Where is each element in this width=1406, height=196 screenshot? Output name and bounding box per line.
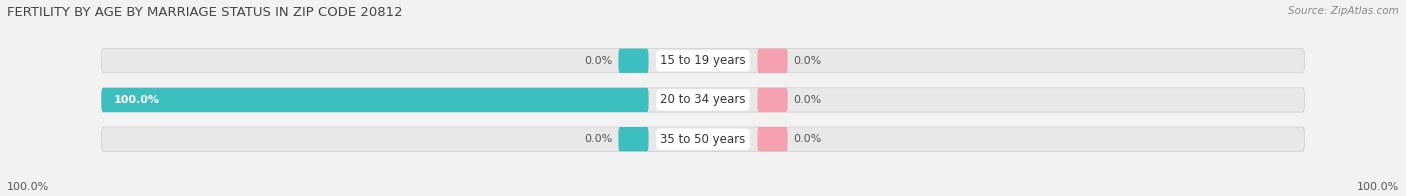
FancyBboxPatch shape	[758, 127, 787, 151]
FancyBboxPatch shape	[619, 49, 648, 73]
Text: 100.0%: 100.0%	[1357, 182, 1399, 192]
Text: 0.0%: 0.0%	[793, 134, 823, 144]
FancyBboxPatch shape	[758, 49, 787, 73]
Text: FERTILITY BY AGE BY MARRIAGE STATUS IN ZIP CODE 20812: FERTILITY BY AGE BY MARRIAGE STATUS IN Z…	[7, 6, 402, 19]
Text: 35 to 50 years: 35 to 50 years	[661, 133, 745, 146]
Text: 0.0%: 0.0%	[583, 134, 613, 144]
FancyBboxPatch shape	[101, 49, 1305, 73]
FancyBboxPatch shape	[101, 88, 648, 112]
FancyBboxPatch shape	[101, 88, 1305, 112]
Text: Source: ZipAtlas.com: Source: ZipAtlas.com	[1288, 6, 1399, 16]
FancyBboxPatch shape	[101, 127, 1305, 151]
FancyBboxPatch shape	[758, 88, 787, 112]
Text: 100.0%: 100.0%	[114, 95, 159, 105]
Text: 20 to 34 years: 20 to 34 years	[661, 93, 745, 106]
Text: 15 to 19 years: 15 to 19 years	[661, 54, 745, 67]
Text: 0.0%: 0.0%	[583, 56, 613, 66]
Text: 0.0%: 0.0%	[793, 95, 823, 105]
Text: 100.0%: 100.0%	[7, 182, 49, 192]
FancyBboxPatch shape	[619, 127, 648, 151]
Text: 0.0%: 0.0%	[793, 56, 823, 66]
